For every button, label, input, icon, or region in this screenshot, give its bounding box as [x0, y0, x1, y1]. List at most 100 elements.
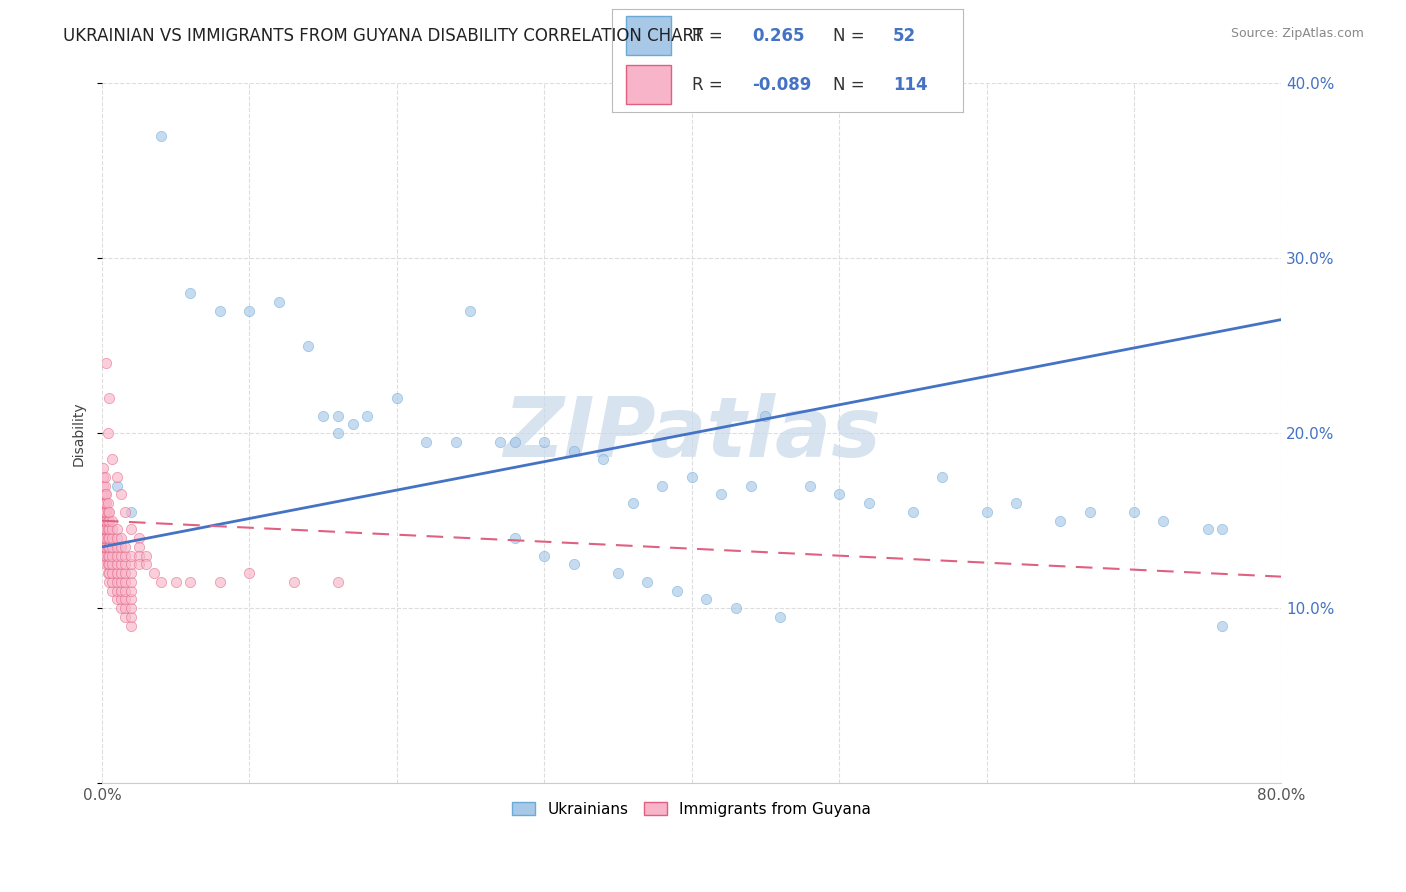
Point [297, 339, 319, 353]
Point [165, 574, 187, 589]
Point [1152, 514, 1174, 528]
Point [94, 487, 117, 501]
Point [105, 540, 128, 554]
Point [651, 479, 673, 493]
Point [114, 558, 136, 572]
Text: UKRAINIAN VS IMMIGRANTS FROM GUYANA DISABILITY CORRELATION CHART: UKRAINIAN VS IMMIGRANTS FROM GUYANA DISA… [63, 27, 703, 45]
Point [94, 479, 117, 493]
Point [98, 523, 121, 537]
Point [114, 566, 136, 581]
Point [385, 391, 408, 405]
Point [105, 470, 128, 484]
Point [98, 558, 121, 572]
Point [93, 505, 115, 519]
Point [101, 540, 124, 554]
Point [97, 540, 120, 554]
Point [179, 286, 201, 301]
Point [114, 601, 136, 615]
Point [93, 514, 115, 528]
Point [105, 549, 128, 563]
Point [110, 487, 132, 501]
Point [326, 409, 349, 423]
Point [94, 470, 117, 484]
Point [710, 487, 733, 501]
Point [415, 434, 437, 449]
Legend: Ukrainians, Immigrants from Guyana: Ukrainians, Immigrants from Guyana [505, 794, 879, 824]
Point [120, 618, 142, 632]
Point [94, 531, 117, 545]
Text: Source: ZipAtlas.com: Source: ZipAtlas.com [1230, 27, 1364, 40]
Point [120, 601, 142, 615]
Point [120, 583, 142, 598]
Text: -0.089: -0.089 [752, 76, 811, 94]
Point [110, 583, 132, 598]
Point [105, 592, 128, 607]
Point [98, 514, 121, 528]
Point [101, 574, 124, 589]
Point [828, 487, 851, 501]
Point [489, 434, 512, 449]
Point [110, 592, 132, 607]
Point [101, 531, 124, 545]
Text: N =: N = [832, 76, 865, 94]
Point [93, 461, 115, 475]
Point [110, 531, 132, 545]
Point [695, 592, 717, 607]
Point [1123, 505, 1146, 519]
Text: N =: N = [832, 27, 865, 45]
Point [97, 558, 120, 572]
Point [93, 540, 115, 554]
Text: 0.265: 0.265 [752, 27, 804, 45]
Point [128, 549, 150, 563]
Point [342, 417, 364, 432]
Point [97, 531, 120, 545]
Point [101, 549, 124, 563]
Point [208, 574, 231, 589]
Point [93, 523, 115, 537]
Point [101, 523, 124, 537]
Point [238, 566, 260, 581]
Point [105, 523, 128, 537]
Point [93, 496, 115, 510]
Point [120, 592, 142, 607]
Point [592, 452, 614, 467]
Y-axis label: Disability: Disability [72, 401, 86, 466]
Point [283, 574, 305, 589]
Point [105, 531, 128, 545]
Point [96, 549, 118, 563]
FancyBboxPatch shape [626, 65, 672, 104]
Point [101, 514, 124, 528]
Point [93, 470, 115, 484]
FancyBboxPatch shape [626, 16, 672, 55]
Point [120, 610, 142, 624]
Point [931, 470, 953, 484]
Point [98, 566, 121, 581]
Point [128, 558, 150, 572]
Point [96, 514, 118, 528]
Point [94, 514, 117, 528]
Point [96, 487, 118, 501]
Point [98, 505, 121, 519]
Text: ZIPatlas: ZIPatlas [503, 392, 880, 474]
Point [96, 505, 118, 519]
Point [1197, 523, 1219, 537]
Point [105, 583, 128, 598]
Point [96, 356, 118, 370]
Point [105, 558, 128, 572]
Point [1211, 523, 1233, 537]
Point [93, 531, 115, 545]
Point [562, 558, 585, 572]
Point [94, 505, 117, 519]
Point [128, 531, 150, 545]
Point [665, 583, 688, 598]
Point [105, 566, 128, 581]
Point [94, 549, 117, 563]
Point [356, 409, 378, 423]
Point [976, 505, 998, 519]
Point [120, 523, 142, 537]
Point [114, 583, 136, 598]
Point [267, 295, 290, 310]
Point [503, 434, 526, 449]
Point [1049, 514, 1071, 528]
Point [94, 540, 117, 554]
